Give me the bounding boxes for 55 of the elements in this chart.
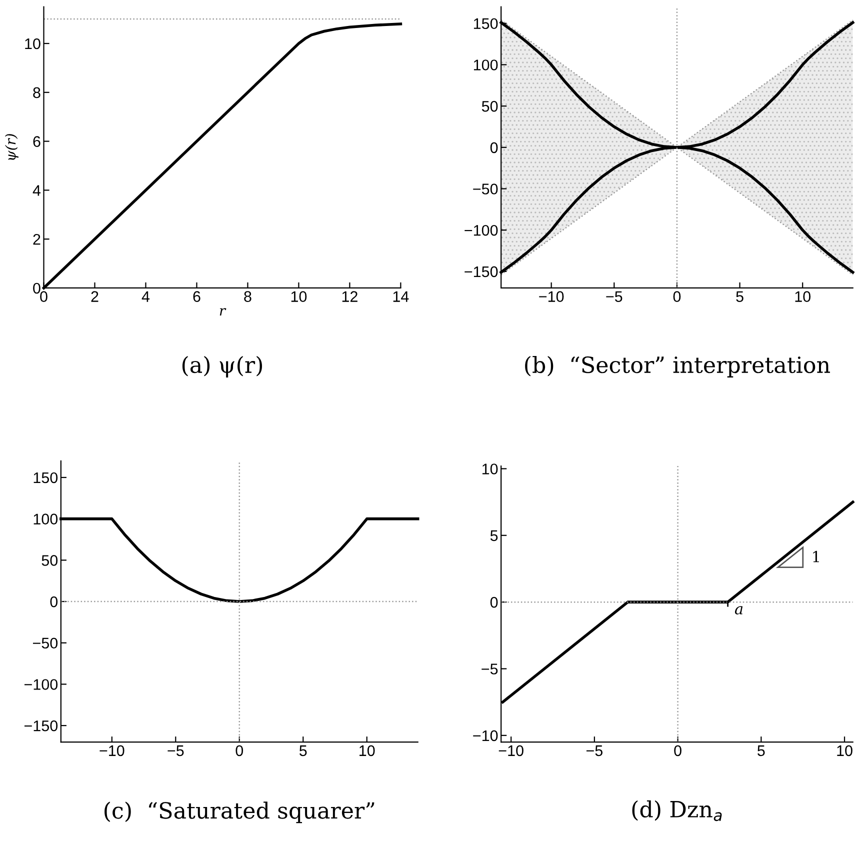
y-tick-label: 0 — [50, 596, 58, 608]
x-tick-label: −10 — [539, 291, 564, 302]
annotation: a — [734, 606, 743, 614]
y-tick-label: 10 — [482, 464, 498, 474]
x-tick-label: 10 — [837, 745, 852, 756]
y-tick-label: 5 — [490, 530, 498, 542]
y-tick-label: 100 — [474, 60, 498, 70]
y-tick-label: 8 — [33, 87, 40, 98]
y-tick-label: −5 — [482, 664, 498, 674]
x-tick-label: 4 — [142, 291, 150, 302]
x-tick-label: −5 — [606, 291, 622, 302]
y-tick-label: 50 — [482, 100, 498, 112]
y-tick-label: 50 — [42, 555, 58, 566]
y-tick-label: 10 — [25, 38, 40, 50]
y-tick-label: −150 — [24, 720, 58, 732]
x-tick-label: −10 — [100, 745, 124, 756]
x-axis-title: r — [220, 308, 226, 316]
y-tick-label: −100 — [464, 224, 498, 236]
x-tick-label: 12 — [342, 291, 358, 302]
y-tick-label: 0 — [490, 142, 498, 154]
y-tick-label: 0 — [33, 282, 40, 294]
y-tick-label: 6 — [33, 136, 40, 147]
x-tick-label: 0 — [236, 745, 244, 756]
y-tick-label: 0 — [490, 596, 498, 608]
y-tick-label: −50 — [473, 184, 498, 194]
y-axis-title: ψ(r) — [4, 134, 18, 160]
x-tick-label: 0 — [673, 291, 681, 302]
x-tick-label: −5 — [586, 745, 603, 756]
x-tick-label: 2 — [91, 291, 98, 302]
x-tick-label: 5 — [299, 745, 307, 756]
x-tick-label: 0 — [674, 745, 682, 756]
y-tick-label: 2 — [33, 234, 40, 245]
x-tick-label: 6 — [193, 291, 200, 302]
annotation: 1 — [813, 550, 819, 562]
y-tick-label: −150 — [464, 266, 498, 278]
y-tick-label: −10 — [473, 730, 498, 742]
y-tick-label: −100 — [24, 679, 58, 690]
y-tick-label: 100 — [34, 514, 58, 525]
x-tick-label: −10 — [498, 745, 524, 756]
y-tick-label: 150 — [474, 18, 498, 30]
x-tick-label: −5 — [168, 745, 184, 756]
x-tick-label: 10 — [360, 745, 375, 756]
text: (c) “Saturated squarer” — [104, 802, 374, 824]
text: (d) Dzn$_{a}$ — [632, 800, 722, 822]
x-tick-label: 14 — [393, 291, 409, 302]
text: (a) ψ(r) — [182, 356, 262, 378]
y-tick-label: 4 — [32, 185, 41, 196]
x-tick-label: 10 — [795, 291, 810, 302]
y-tick-label: 150 — [34, 472, 58, 484]
x-tick-label: 5 — [758, 745, 765, 756]
x-tick-label: 8 — [244, 291, 252, 302]
text: (b) “Sector” interpretation — [525, 356, 830, 378]
x-tick-label: 10 — [291, 291, 307, 302]
x-tick-label: 5 — [736, 291, 744, 302]
y-tick-label: −50 — [32, 638, 58, 649]
